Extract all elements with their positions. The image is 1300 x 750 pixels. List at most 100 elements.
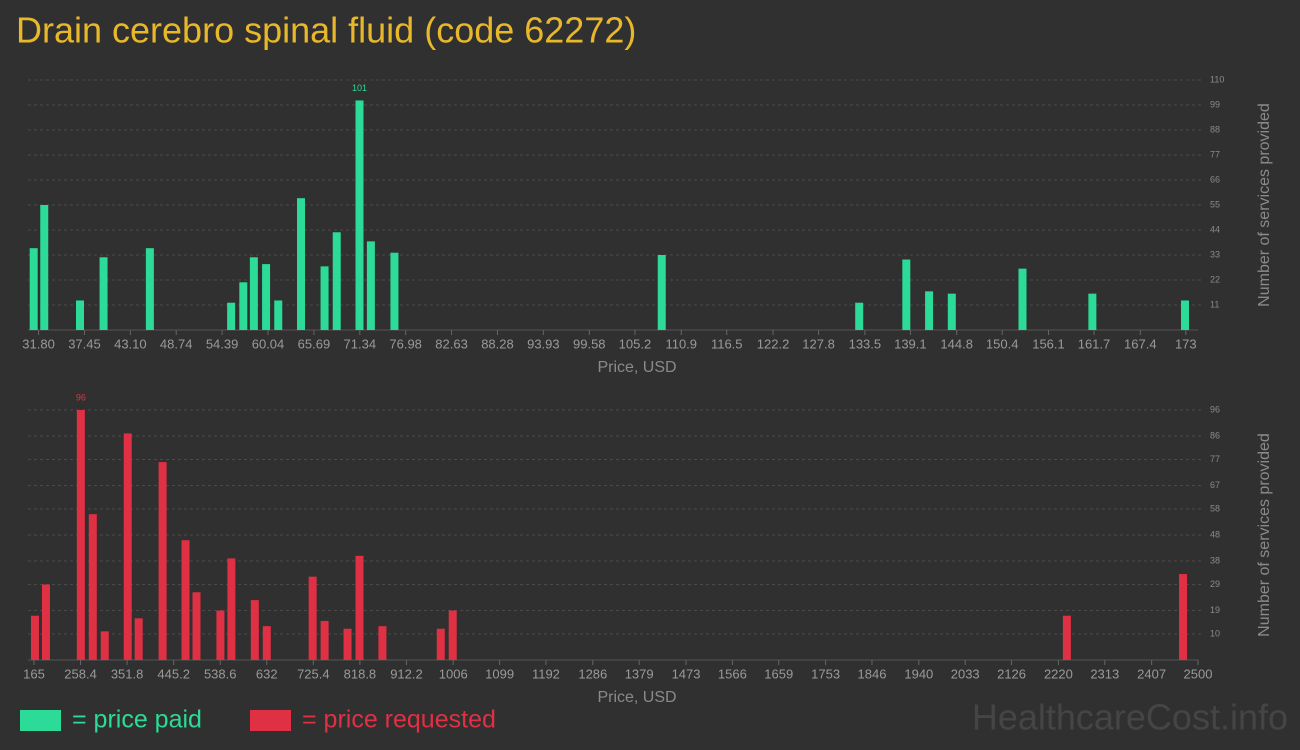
bar (436, 628, 445, 660)
x-tick-label: 156.1 (1032, 336, 1065, 351)
bar (181, 540, 190, 660)
bar (262, 626, 271, 660)
x-tick-label: 258.4 (64, 666, 97, 681)
x-tick-label: 60.04 (252, 336, 285, 351)
y-axis-title: Number of services provided (1256, 103, 1273, 307)
x-tick-label: 133.5 (849, 336, 882, 351)
bar (1179, 574, 1188, 660)
x-tick-label: 1940 (904, 666, 933, 681)
bar (249, 257, 258, 330)
bar (343, 628, 352, 660)
bar (390, 252, 399, 330)
x-axis-title: Price, USD (597, 359, 676, 376)
x-tick-label: 122.2 (757, 336, 790, 351)
x-tick-label: 150.4 (986, 336, 1019, 351)
bar (355, 555, 364, 660)
x-tick-label: 818.8 (344, 666, 377, 681)
x-tick-label: 48.74 (160, 336, 193, 351)
x-tick-label: 144.8 (940, 336, 973, 351)
y-tick-label: 77 (1210, 149, 1220, 159)
x-tick-label: 173 (1175, 336, 1197, 351)
bar (216, 610, 225, 660)
bar (100, 631, 109, 660)
y-tick-label: 86 (1210, 430, 1220, 440)
bar (308, 576, 317, 660)
data-label: 101 (352, 83, 367, 93)
x-tick-label: 31.80 (22, 336, 55, 351)
bar (1181, 300, 1189, 330)
bar (297, 198, 305, 330)
y-tick-label: 110 (1210, 74, 1224, 84)
x-tick-label: 165 (23, 666, 45, 681)
chart-title: Drain cerebro spinal fluid (code 62272) (16, 10, 636, 51)
x-tick-label: 2126 (997, 666, 1026, 681)
bar (902, 259, 911, 330)
x-tick-label: 445.2 (157, 666, 190, 681)
bar (239, 282, 248, 330)
y-tick-label: 44 (1210, 224, 1220, 234)
bar (99, 257, 108, 330)
x-tick-label: 43.10 (114, 336, 147, 351)
x-tick-label: 54.39 (206, 336, 239, 351)
bar (262, 264, 271, 330)
bar (40, 205, 49, 330)
legend-swatch (20, 710, 61, 731)
bar (134, 618, 143, 660)
x-tick-label: 65.69 (298, 336, 331, 351)
x-tick-label: 632 (256, 666, 278, 681)
x-tick-label: 116.5 (711, 336, 743, 351)
bar (378, 626, 387, 660)
bar (41, 584, 50, 660)
bar (1018, 268, 1027, 330)
x-tick-label: 1379 (625, 666, 654, 681)
y-tick-label: 99 (1210, 99, 1220, 109)
x-tick-label: 2407 (1137, 666, 1166, 681)
bar (657, 255, 666, 330)
x-tick-label: 82.63 (435, 336, 468, 351)
y-tick-label: 29 (1210, 579, 1220, 589)
bar (227, 558, 236, 660)
bar (30, 615, 39, 660)
y-tick-label: 66 (1210, 174, 1220, 184)
bar (332, 232, 341, 330)
x-tick-label: 2313 (1090, 666, 1119, 681)
x-tick-label: 110.9 (665, 336, 697, 351)
bar (227, 302, 236, 330)
x-tick-label: 1753 (811, 666, 840, 681)
x-tick-label: 93.93 (527, 336, 560, 351)
x-tick-label: 1659 (764, 666, 793, 681)
x-tick-label: 88.28 (481, 336, 514, 351)
data-label: 96 (76, 392, 86, 402)
x-axis-title: Price, USD (597, 689, 676, 706)
x-tick-label: 71.34 (344, 336, 377, 351)
y-tick-label: 88 (1210, 124, 1220, 134)
bar (1088, 293, 1097, 330)
x-tick-label: 139.1 (894, 336, 927, 351)
y-tick-label: 38 (1210, 555, 1220, 565)
x-tick-label: 2500 (1184, 666, 1213, 681)
bar (145, 248, 154, 330)
x-tick-label: 99.58 (573, 336, 606, 351)
bar (29, 248, 38, 330)
bar (192, 592, 201, 660)
y-tick-label: 10 (1210, 628, 1220, 638)
y-axis-title: Number of services provided (1256, 433, 1273, 637)
x-tick-label: 351.8 (111, 666, 144, 681)
y-tick-label: 22 (1210, 274, 1220, 284)
x-tick-label: 1846 (858, 666, 887, 681)
y-tick-label: 55 (1210, 199, 1220, 209)
y-tick-label: 77 (1210, 454, 1220, 464)
bar (1062, 615, 1071, 660)
x-tick-label: 37.45 (68, 336, 101, 351)
y-tick-label: 19 (1210, 605, 1220, 615)
x-tick-label: 2220 (1044, 666, 1073, 681)
y-tick-label: 96 (1210, 404, 1220, 414)
x-tick-label: 725.4 (297, 666, 330, 681)
x-tick-label: 1286 (578, 666, 607, 681)
x-tick-label: 1099 (485, 666, 514, 681)
bar (158, 462, 167, 660)
bar (947, 293, 956, 330)
x-tick-label: 1192 (532, 666, 560, 681)
